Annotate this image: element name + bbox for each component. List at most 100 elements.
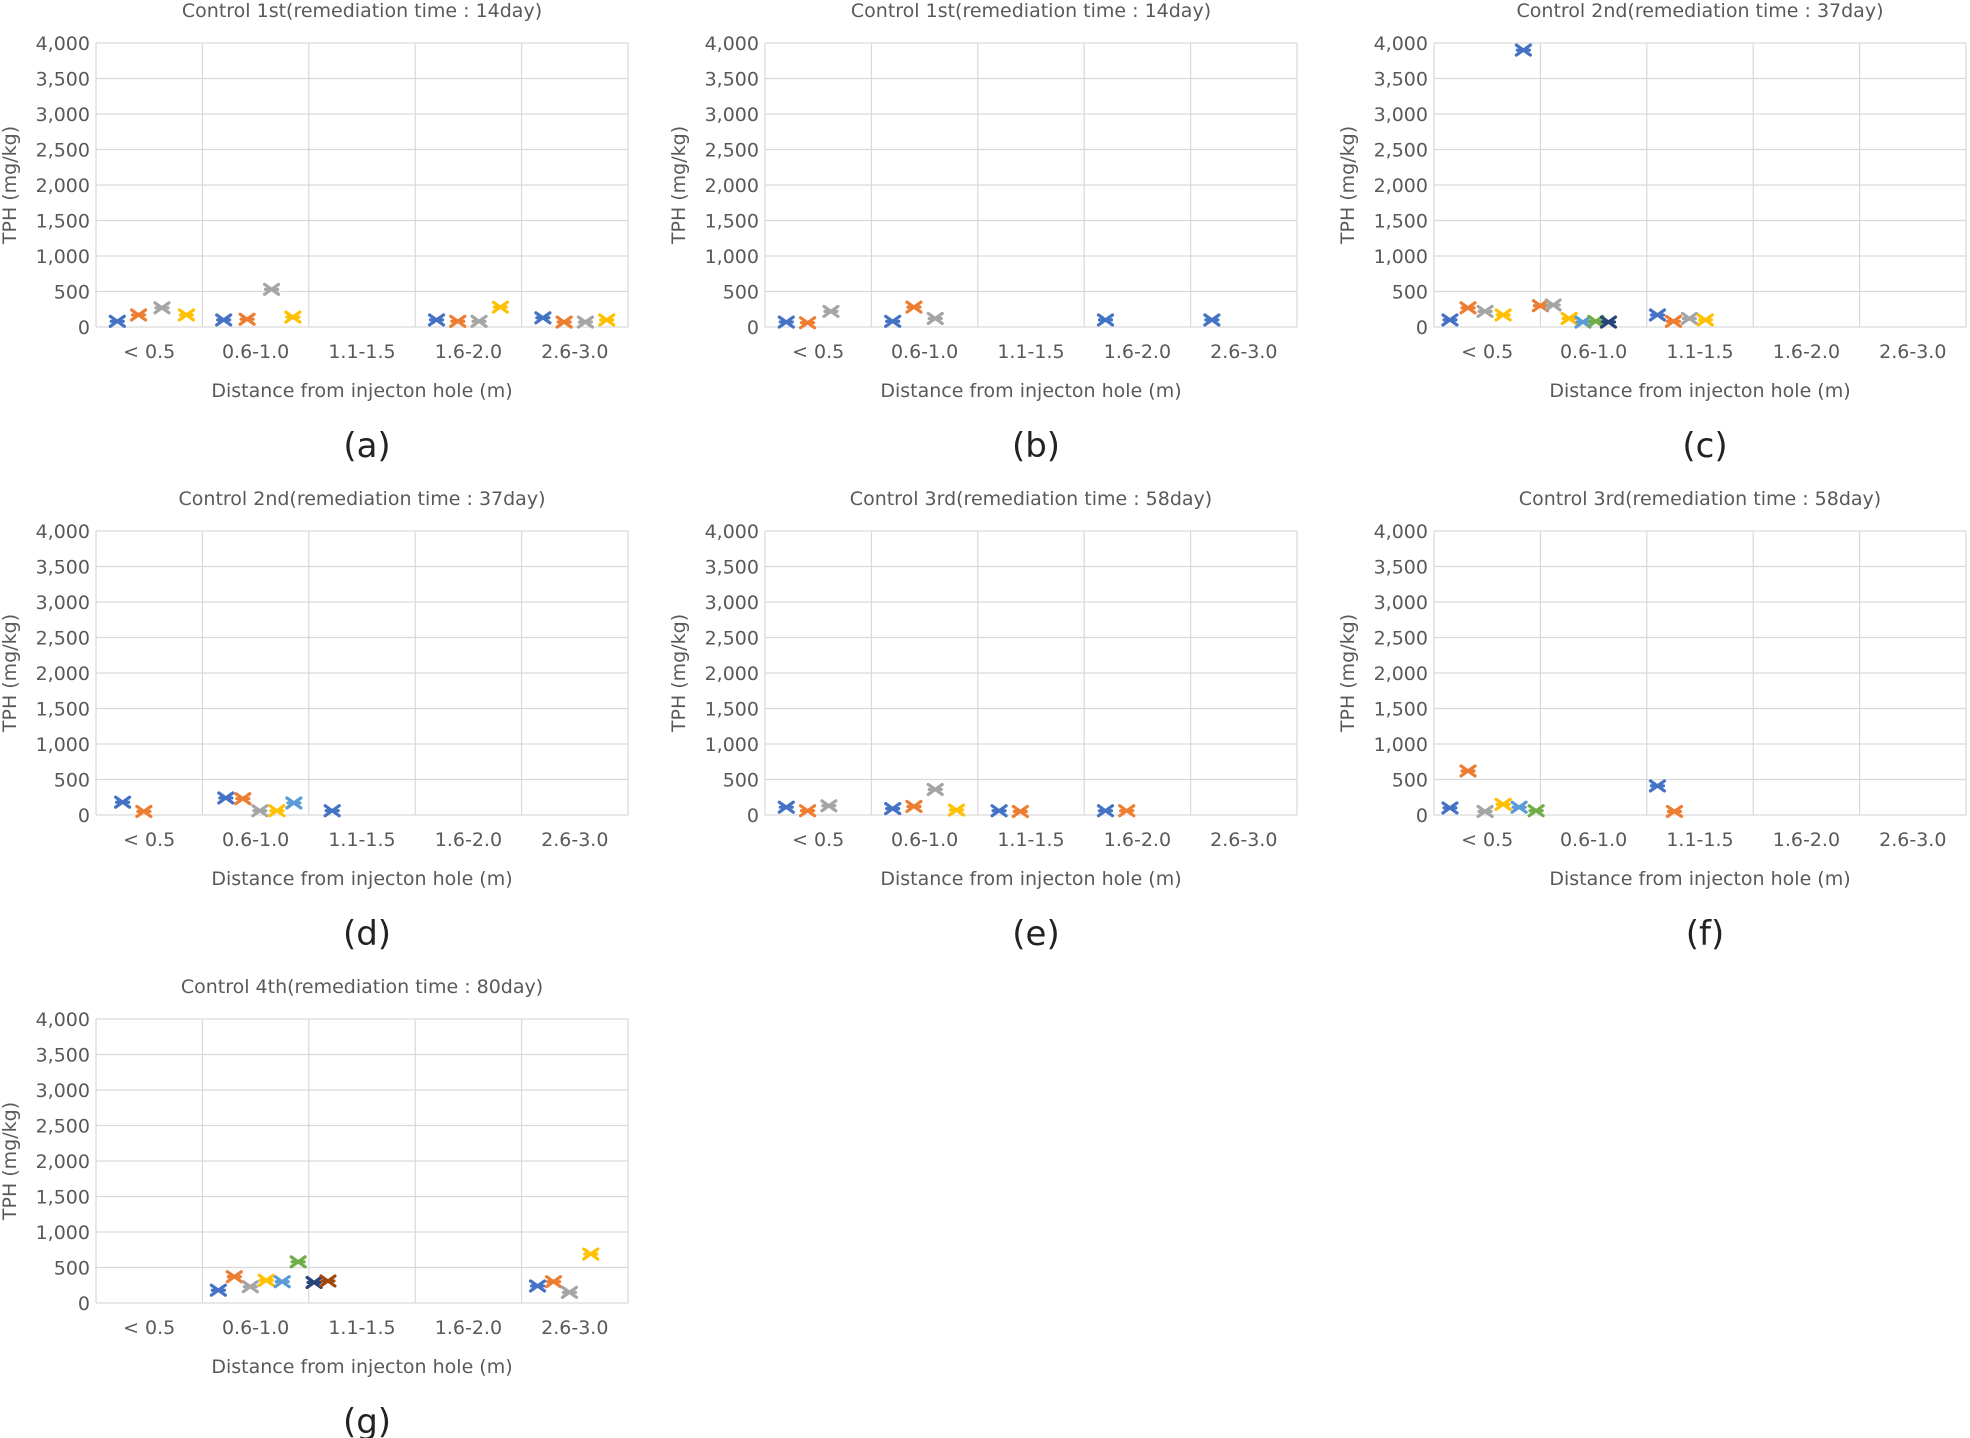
y-tick-label: 3,000 <box>36 592 90 614</box>
y-tick-label: 4,000 <box>36 33 90 55</box>
x-tick-label: 2.6-3.0 <box>541 829 608 851</box>
y-tick-label: 3,500 <box>705 69 759 91</box>
y-tick-label: 2,000 <box>36 663 90 685</box>
data-point <box>1096 313 1115 327</box>
y-tick-label: 1,000 <box>36 734 90 756</box>
x-axis-label: Distance from injecton hole (m) <box>1549 380 1850 402</box>
data-point <box>798 804 817 818</box>
data-point <box>926 782 944 797</box>
data-point <box>1664 314 1683 328</box>
chart-title: Control 2nd(remediation time : 37day) <box>1517 0 1884 22</box>
y-tick-label: 2,500 <box>1374 628 1428 650</box>
chart-title: Control 2nd(remediation time : 37day) <box>179 488 546 510</box>
x-tick-label: 1.1-1.5 <box>997 341 1064 363</box>
chart-title: Control 1st(remediation time : 14day) <box>851 0 1211 22</box>
x-tick-label: 1.1-1.5 <box>997 829 1064 851</box>
data-point <box>582 1247 600 1261</box>
data-point <box>1648 779 1667 793</box>
data-point <box>1459 764 1477 778</box>
y-tick-label: 1,500 <box>36 699 90 721</box>
chart-panel: Control 3rd(remediation time : 58day) 0 50… <box>668 488 1298 954</box>
y-tick-label: 2,000 <box>36 175 90 197</box>
data-point <box>217 791 235 805</box>
chart-panel: Control 2nd(remediation time : 37day) 0 50… <box>0 488 629 954</box>
data-point <box>1203 313 1221 327</box>
data-point <box>285 796 303 810</box>
y-tick-label: 500 <box>54 282 90 304</box>
data-point <box>1096 804 1115 818</box>
panel-label: (f) <box>1686 914 1725 954</box>
panel-label: (d) <box>343 914 391 954</box>
data-point <box>947 803 966 817</box>
data-point <box>820 799 838 813</box>
y-tick-label: 3,500 <box>36 557 90 579</box>
data-point <box>251 804 269 818</box>
panel-label: (c) <box>1682 426 1727 466</box>
y-tick-label: 3,000 <box>1374 592 1428 614</box>
y-tick-label: 2,000 <box>705 175 759 197</box>
data-point <box>1696 313 1714 327</box>
data-point <box>153 301 171 315</box>
data-point <box>528 1279 547 1293</box>
data-point <box>135 804 153 819</box>
x-axis-label: Distance from injecton hole (m) <box>880 380 1181 402</box>
data-point <box>113 795 132 809</box>
data-point <box>268 804 286 818</box>
y-axis-label: TPH (mg/kg) <box>0 1102 21 1221</box>
y-tick-label: 3,500 <box>705 557 759 579</box>
y-tick-label: 3,000 <box>705 592 759 614</box>
data-point <box>289 1255 307 1269</box>
y-tick-label: 500 <box>1392 282 1428 304</box>
y-tick-label: 1,000 <box>36 1222 90 1244</box>
chart-panel: Control 3rd(remediation time : 58day) 0 50… <box>1337 488 1967 954</box>
data-point <box>234 792 252 806</box>
x-tick-label: 0.6-1.0 <box>891 829 958 851</box>
x-tick-label: 2.6-3.0 <box>1879 341 1946 363</box>
x-tick-label: 1.1-1.5 <box>328 829 395 851</box>
y-tick-label: 2,500 <box>705 628 759 650</box>
y-tick-label: 2,000 <box>705 663 759 685</box>
data-point <box>449 314 467 328</box>
y-axis-label: TPH (mg/kg) <box>668 614 690 733</box>
x-tick-label: 1.6-2.0 <box>1773 341 1840 363</box>
x-tick-label: 0.6-1.0 <box>222 341 289 363</box>
x-tick-label: 2.6-3.0 <box>541 341 608 363</box>
chart-panel: Control 4th(remediation time : 80day) 0 50… <box>0 976 629 1438</box>
x-tick-label: < 0.5 <box>123 341 175 363</box>
data-point <box>1494 308 1512 322</box>
y-tick-label: 2,500 <box>36 628 90 650</box>
data-point <box>884 802 902 816</box>
data-point <box>534 311 552 325</box>
data-point <box>215 313 233 327</box>
x-tick-label: 1.1-1.5 <box>328 341 395 363</box>
data-point <box>905 799 923 814</box>
y-tick-label: 2,000 <box>1374 663 1428 685</box>
y-tick-label: 4,000 <box>705 521 759 543</box>
data-point <box>1599 315 1618 329</box>
y-tick-label: 3,500 <box>36 69 90 91</box>
data-point <box>1648 308 1667 322</box>
y-tick-label: 2,500 <box>705 140 759 162</box>
data-point <box>319 1274 337 1288</box>
y-tick-label: 3,000 <box>36 1080 90 1102</box>
y-tick-label: 3,500 <box>1374 69 1428 91</box>
data-point <box>491 300 509 314</box>
y-tick-label: 1,000 <box>36 246 90 268</box>
x-axis-label: Distance from injecton hole (m) <box>211 1356 512 1378</box>
y-tick-label: 0 <box>1416 317 1428 339</box>
y-tick-label: 4,000 <box>36 1009 90 1031</box>
chart-panel: Control 1st(remediation time : 14day) 0 50… <box>668 0 1298 466</box>
data-point <box>544 1275 563 1289</box>
x-tick-label: < 0.5 <box>792 829 844 851</box>
data-point <box>238 312 256 326</box>
y-tick-label: 4,000 <box>1374 33 1428 55</box>
x-tick-label: 0.6-1.0 <box>1560 829 1627 851</box>
y-tick-label: 0 <box>78 805 90 827</box>
chart-title: Control 3rd(remediation time : 58day) <box>1519 488 1881 510</box>
x-tick-label: < 0.5 <box>123 829 175 851</box>
x-tick-label: < 0.5 <box>1461 829 1513 851</box>
data-point <box>1476 304 1494 318</box>
x-tick-label: 1.1-1.5 <box>328 1317 395 1339</box>
data-point <box>1011 804 1029 819</box>
